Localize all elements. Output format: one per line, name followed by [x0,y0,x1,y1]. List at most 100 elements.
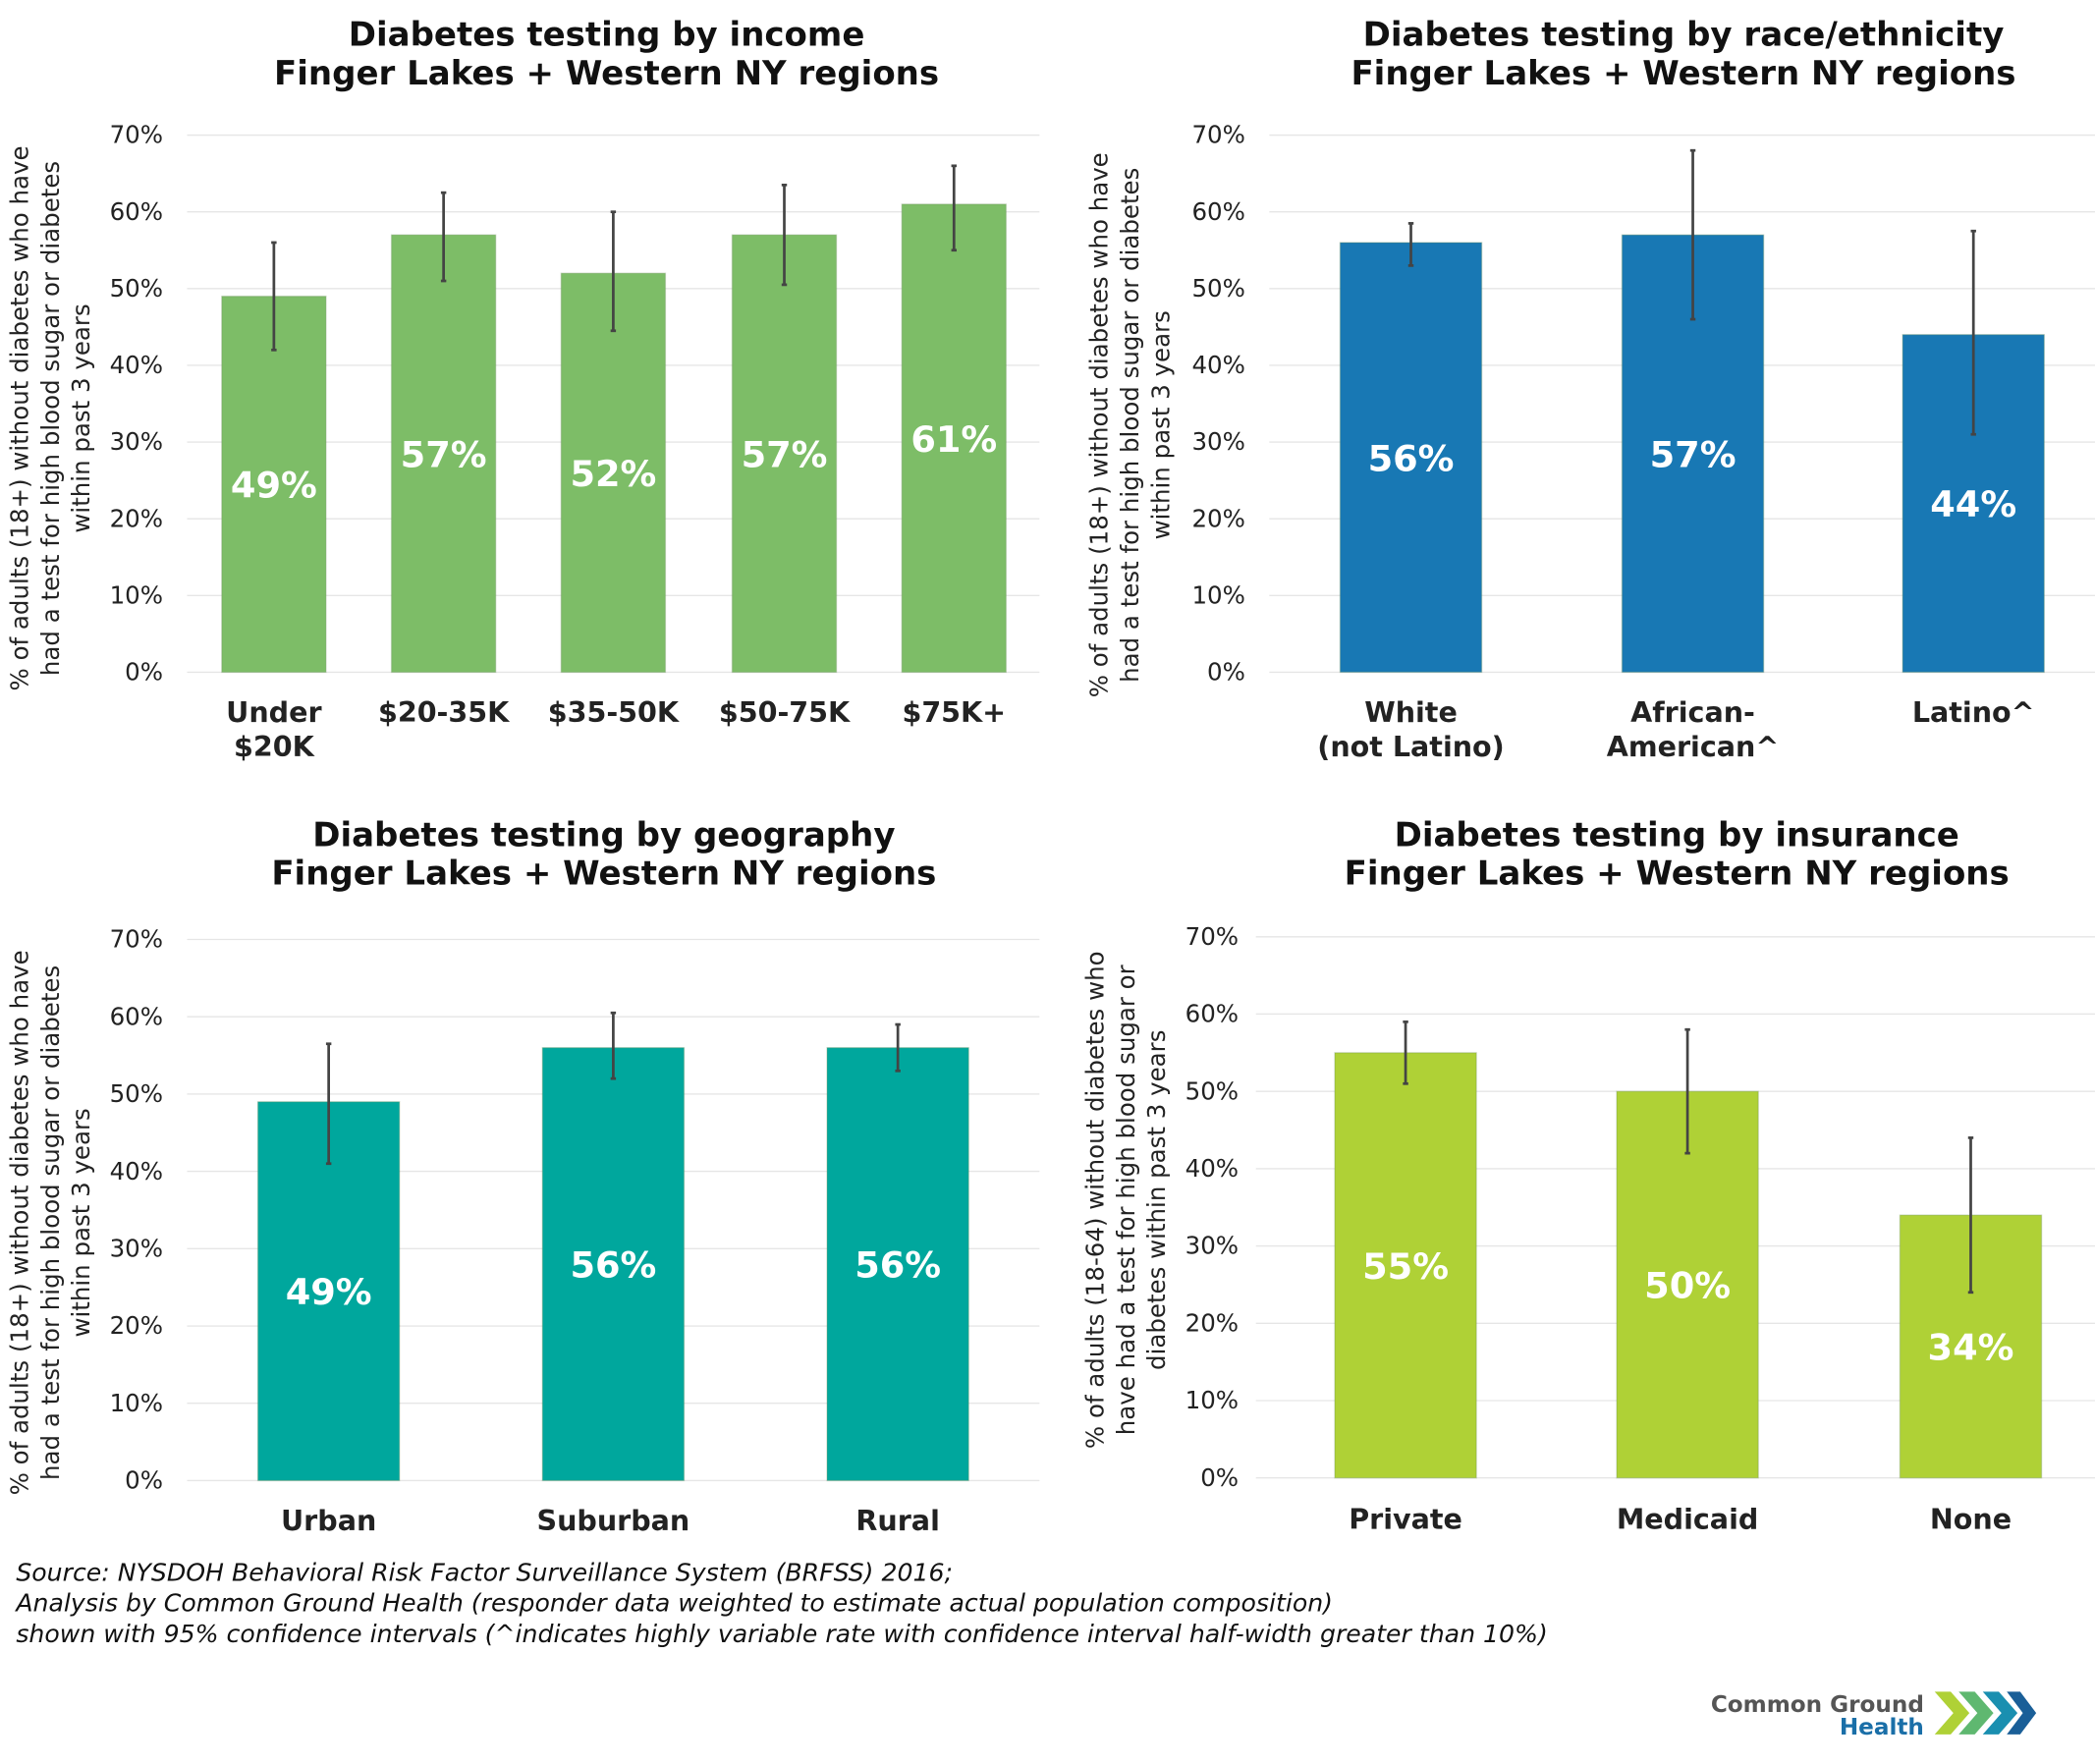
bar [901,203,1008,674]
data-label: 34% [1928,1327,2014,1369]
y-axis-title: had a test for high blood sugar or diabe… [36,161,65,676]
x-tick-label: None [1930,1502,2012,1535]
x-tick-label: American^ [1607,730,1780,763]
x-tick-label: $75K+ [902,695,1006,729]
y-axis-title: within past 3 years [67,303,95,532]
y-tick-label: 20% [110,504,163,532]
bar [541,1047,686,1482]
y-axis-title: diabetes within past 3 years [1142,1030,1171,1370]
y-tick-label: 50% [110,274,163,303]
bar [221,295,327,674]
chart-title: Finger Lakes + Western NY regions [1345,854,2010,894]
bar [390,234,497,674]
y-tick-label: 30% [1191,427,1244,456]
data-label: 61% [910,418,997,461]
common-ground-health-logo: Common Ground Health [1711,1691,2037,1740]
data-label: 56% [1368,437,1455,479]
x-tick-label: Medicaid [1617,1502,1758,1535]
chart-title: Diabetes testing by geography [312,815,895,854]
logo-text: Common Ground [1711,1692,1924,1718]
chart-title: Finger Lakes + Western NY regions [1351,54,2015,93]
y-tick-label: 30% [110,427,163,456]
data-label: 44% [1930,483,2016,525]
chevrons-icon [1934,1691,2037,1735]
x-tick-label: Private [1349,1502,1462,1535]
source-line: Analysis by Common Ground Health (respon… [14,1589,1333,1618]
y-tick-label: 50% [110,1079,163,1108]
x-tick-label: $50-75K [719,695,851,729]
data-label: 52% [570,453,656,495]
data-label: 49% [231,465,317,507]
data-label: 57% [401,433,487,475]
y-tick-label: 30% [1185,1232,1239,1260]
y-tick-label: 40% [1191,351,1244,379]
x-tick-label: Latino^ [1912,695,2035,729]
y-axis-title: % of adults (18+) without diabetes who h… [1085,152,1114,697]
y-tick-label: 0% [125,1466,163,1495]
x-tick-label: $35-50K [548,695,680,729]
y-tick-label: 40% [110,1157,163,1185]
data-label: 57% [742,433,828,475]
x-tick-label: White [1364,695,1458,729]
bar [560,272,667,674]
y-tick-label: 0% [1200,1463,1239,1492]
y-tick-label: 30% [110,1234,163,1262]
bar [1339,242,1483,674]
y-tick-label: 70% [110,925,163,954]
x-tick-label: Under [226,695,321,729]
y-axis-title: had a test for high blood sugar or diabe… [1116,168,1144,683]
source-line: Source: NYSDOH Behavioral Risk Factor Su… [16,1558,953,1586]
data-label: 50% [1644,1265,1731,1307]
y-tick-label: 70% [110,121,163,149]
y-tick-label: 0% [125,658,163,687]
data-label: 56% [570,1244,656,1287]
y-tick-label: 60% [110,1002,163,1030]
x-tick-label: Suburban [537,1504,690,1537]
chart-title: Diabetes testing by insurance [1395,815,1959,854]
chart-title: Finger Lakes + Western NY regions [274,54,939,93]
y-tick-label: 60% [110,197,163,226]
y-axis-title: % of adults (18+) without diabetes who h… [6,950,34,1495]
chart-title: Finger Lakes + Western NY regions [271,854,936,894]
y-tick-label: 20% [110,1311,163,1340]
y-axis-title: have had a test for high blood sugar or [1112,964,1140,1435]
y-axis-title: % of adults (18+) without diabetes who h… [6,145,34,690]
bar [1334,1052,1477,1479]
data-label: 57% [1650,433,1737,475]
y-tick-label: 60% [1191,197,1244,226]
y-tick-label: 0% [1207,658,1245,687]
x-tick-label: Urban [281,1504,376,1537]
y-tick-label: 70% [1191,121,1244,149]
y-axis-title: within past 3 years [1146,310,1175,539]
source-note: Source: NYSDOH Behavioral Risk Factor Su… [14,1558,1547,1648]
source-line: shown with 95% confidence intervals (^in… [16,1620,1547,1648]
y-axis-title: had a test for high blood sugar or diabe… [36,965,65,1480]
y-axis-title: % of adults (18-64) without diabetes who [1081,951,1110,1449]
logo-text: Health [1840,1715,1924,1740]
chart-title: Diabetes testing by race/ethnicity [1363,15,2005,54]
data-label: 49% [286,1271,372,1313]
x-tick-label: $20-35K [378,695,510,729]
bar [1616,1090,1759,1479]
y-tick-label: 40% [110,351,163,379]
y-tick-label: 70% [1185,922,1239,951]
x-tick-label: $20K [234,730,315,763]
bar [826,1047,969,1482]
bar [731,234,838,674]
x-tick-label: African- [1630,695,1755,729]
y-tick-label: 20% [1185,1308,1239,1337]
data-label: 56% [855,1244,941,1287]
y-tick-label: 40% [1185,1154,1239,1183]
y-tick-label: 50% [1191,274,1244,303]
chart-title: Diabetes testing by income [349,15,865,54]
y-axis-title: within past 3 years [67,1108,95,1337]
y-tick-label: 10% [110,1389,163,1417]
x-tick-label: Rural [855,1504,939,1537]
y-tick-label: 10% [1185,1386,1239,1414]
bar-chart-panel: Diabetes testing by race/ethnicityFinger… [1085,15,2095,763]
y-tick-label: 10% [110,580,163,609]
x-tick-label: (not Latino) [1317,730,1504,763]
